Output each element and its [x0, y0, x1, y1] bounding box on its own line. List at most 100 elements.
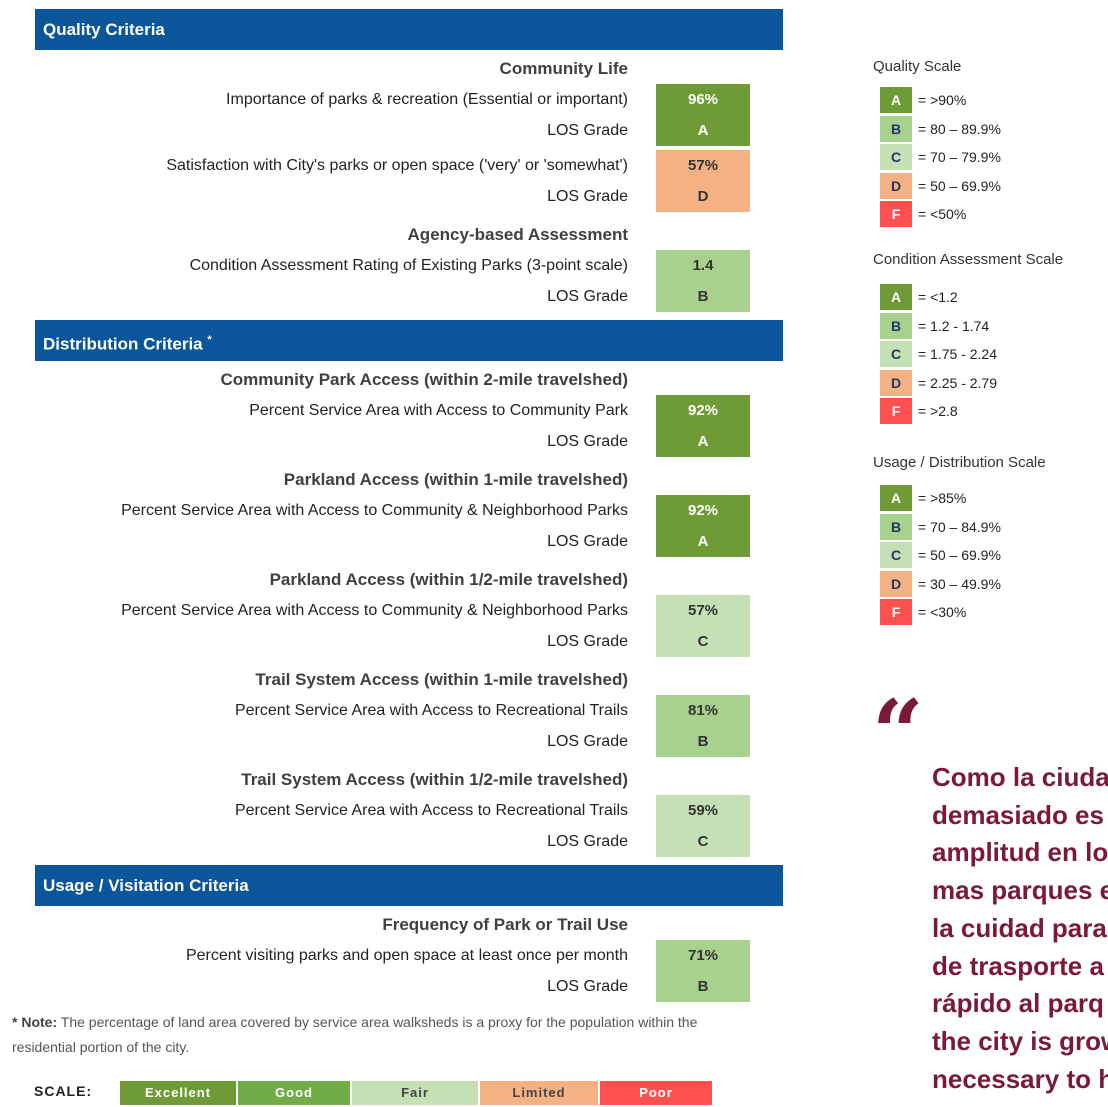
row-label: Importance of parks & recreation (Essent… — [226, 91, 628, 108]
value-box — [656, 795, 750, 857]
grade-range: = <1.2 — [918, 289, 958, 305]
quote-line: mas parques e — [932, 875, 1108, 906]
grade-range: = 1.2 - 1.74 — [918, 317, 990, 334]
quote-line: rápido al parq — [932, 988, 1104, 1019]
scale-title: Condition Assessment Scale — [873, 251, 1064, 268]
group-heading: Trail System Access (within 1/2-mile tra… — [241, 770, 628, 789]
grade-swatch: D — [880, 369, 912, 396]
scale-title: Quality Scale — [873, 58, 962, 75]
row-label: Percent Service Area with Access to Comm… — [121, 602, 628, 619]
value-box — [656, 495, 750, 557]
grade-range: = <30% — [918, 604, 967, 620]
group-heading: Frequency of Park or Trail Use — [382, 915, 628, 934]
grade-swatch: A — [880, 284, 912, 310]
value: 92% — [687, 402, 719, 419]
grade-swatch: D — [880, 172, 912, 199]
grade-swatch: F — [880, 398, 912, 424]
grade-range: = 50 – 69.9% — [918, 547, 1001, 563]
value-box — [656, 250, 750, 312]
grade-label: LOS Grade — [547, 978, 628, 995]
value: 81% — [687, 702, 719, 719]
quote-line: Como la ciuda — [932, 762, 1108, 792]
row-label: Percent visiting parks and open space at… — [185, 947, 628, 964]
note: * Note: The percentage of land area cove… — [12, 1010, 732, 1060]
grade-label: LOS Grade — [547, 433, 628, 450]
grade-range: = 2.25 - 2.79 — [918, 374, 998, 391]
row-label: Percent Service Area with Access to Recr… — [234, 802, 628, 819]
grade-label: LOS Grade — [547, 288, 628, 305]
grade: C — [697, 833, 709, 850]
grade-swatch: C — [880, 341, 912, 367]
grade-swatch: B — [880, 312, 912, 339]
value-box — [656, 395, 750, 457]
grade-range: = 30 – 49.9% — [918, 575, 1001, 592]
group-heading: Trail System Access (within 1-mile trave… — [255, 670, 628, 689]
grade: D — [697, 188, 709, 205]
note-text: The percentage of land area covered by s… — [12, 1014, 698, 1055]
grade: B — [697, 288, 709, 305]
section-title: Usage / Visitation Criteria — [43, 876, 249, 895]
grade-range: = >90% — [918, 92, 967, 108]
grade-swatch: C — [880, 144, 912, 170]
section-title: Quality Criteria — [43, 20, 165, 39]
grade: B — [697, 733, 709, 750]
grade-swatch: B — [880, 513, 912, 540]
value: 57% — [687, 602, 719, 619]
row-label: Condition Assessment Rating of Existing … — [189, 257, 628, 274]
grade-label: LOS Grade — [547, 833, 628, 850]
quote-line: la cuidad para — [932, 912, 1107, 943]
quote-line: amplitud en lo — [932, 837, 1108, 868]
grade-range: = 50 – 69.9% — [918, 177, 1001, 194]
value-box — [656, 940, 750, 1002]
grade-range: = <50% — [918, 206, 967, 222]
grade-label: LOS Grade — [547, 122, 628, 139]
scale-title: Usage / Distribution Scale — [873, 454, 1046, 471]
group-heading: Parkland Access (within 1/2-mile travels… — [269, 570, 628, 589]
section-title: Distribution Criteria — [43, 334, 203, 354]
row-label: Percent Service Area with Access to Recr… — [234, 702, 628, 719]
section-header: Usage / Visitation Criteria — [35, 865, 783, 906]
grade-swatch: D — [880, 570, 912, 597]
value: 71% — [687, 947, 719, 964]
grade-label: LOS Grade — [547, 633, 628, 650]
group-heading: Community Park Access (within 2-mile tra… — [220, 370, 629, 389]
scale-item: Limited — [480, 1081, 598, 1105]
scale-item: Poor — [600, 1081, 712, 1105]
grade: C — [697, 633, 709, 650]
group-heading: Agency-based Assessment — [407, 225, 628, 244]
value: 96% — [687, 91, 719, 108]
grade-swatch: F — [880, 201, 912, 227]
value: 92% — [687, 502, 719, 519]
quote-line: de trasporte a — [932, 950, 1104, 981]
row-label: Percent Service Area with Access to Comm… — [121, 502, 628, 519]
grade-label: LOS Grade — [547, 533, 628, 550]
grade-label: LOS Grade — [547, 188, 628, 205]
grade: A — [697, 533, 709, 550]
grade-swatch: A — [880, 485, 912, 511]
section-header: Distribution Criteria * — [35, 320, 783, 361]
quote-line: the city is grow — [932, 1025, 1108, 1056]
grade-label: LOS Grade — [547, 733, 628, 750]
scale-item: Excellent — [120, 1081, 236, 1105]
grade-swatch: C — [880, 542, 912, 568]
value-box — [656, 150, 750, 212]
value: 59% — [687, 802, 719, 819]
grade-swatch: A — [880, 87, 912, 113]
value: 1.4 — [692, 257, 714, 274]
value: 57% — [687, 157, 719, 174]
section-header: Quality Criteria — [35, 9, 783, 50]
group-heading: Parkland Access (within 1-mile travelshe… — [283, 470, 628, 489]
grade: B — [697, 978, 709, 995]
grade-range: = 80 – 89.9% — [918, 120, 1001, 137]
quote-line: necessary to h — [932, 1063, 1108, 1094]
note-label: * Note: — [12, 1014, 58, 1030]
grade-swatch: F — [880, 599, 912, 625]
section-title-mark: * — [207, 334, 212, 346]
grade-range: = 70 – 84.9% — [918, 518, 1001, 535]
grade: A — [697, 433, 709, 450]
grade: A — [697, 122, 709, 139]
scale-item: Fair — [352, 1081, 478, 1105]
scale-label: SCALE: — [34, 1083, 93, 1099]
group-heading: Community Life — [499, 59, 628, 78]
